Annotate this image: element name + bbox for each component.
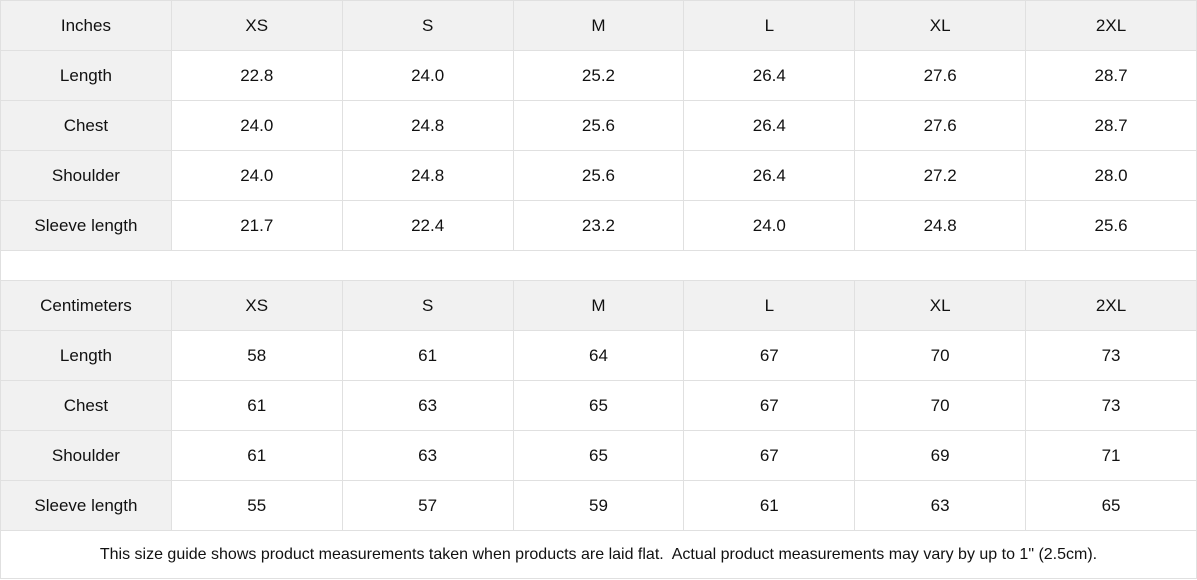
measurement-cell: 61 [341, 330, 514, 381]
measurement-cell: 73 [1025, 380, 1197, 431]
measurement-cell: 26.4 [683, 50, 856, 101]
measurement-cell: 26.4 [683, 150, 856, 201]
measurement-cell: 25.2 [512, 50, 685, 101]
measurement-cell: 24.0 [683, 200, 856, 251]
row-label: Chest [0, 100, 172, 151]
measurement-cell: 59 [512, 480, 685, 531]
measurement-cell: 27.6 [854, 50, 1027, 101]
inches-header-row: Inches XS S M L XL 2XL [0, 0, 1197, 51]
measurement-cell: 65 [512, 430, 685, 481]
measurement-cell: 27.2 [854, 150, 1027, 201]
measurement-cell: 24.0 [170, 100, 343, 151]
size-header-l: L [683, 280, 856, 331]
measurement-cell: 67 [683, 430, 856, 481]
measurement-cell: 22.8 [170, 50, 343, 101]
size-header-s: S [341, 0, 514, 51]
measurement-cell: 65 [512, 380, 685, 431]
row-label: Sleeve length [0, 480, 172, 531]
footer-note: This size guide shows product measuremen… [0, 530, 1197, 579]
measurement-cell: 24.8 [341, 100, 514, 151]
measurement-cell: 57 [341, 480, 514, 531]
measurement-cell: 63 [854, 480, 1027, 531]
row-label: Sleeve length [0, 200, 172, 251]
size-header-l: L [683, 0, 856, 51]
unit-header-centimeters: Centimeters [0, 280, 172, 331]
measurement-cell: 63 [341, 430, 514, 481]
size-header-2xl: 2XL [1025, 0, 1197, 51]
row-label: Length [0, 330, 172, 381]
measurement-cell: 67 [683, 330, 856, 381]
measurement-cell: 55 [170, 480, 343, 531]
footer-row: This size guide shows product measuremen… [0, 530, 1197, 579]
measurement-cell: 21.7 [170, 200, 343, 251]
size-header-m: M [512, 0, 685, 51]
table-row: Chest 24.0 24.8 25.6 26.4 27.6 28.7 [0, 100, 1197, 151]
table-row: Shoulder 61 63 65 67 69 71 [0, 430, 1197, 481]
measurement-cell: 25.6 [1025, 200, 1197, 251]
measurement-cell: 25.6 [512, 100, 685, 151]
size-header-xl: XL [854, 0, 1027, 51]
measurement-cell: 28.0 [1025, 150, 1197, 201]
spacer-cell [0, 250, 1197, 281]
table-row: Length 58 61 64 67 70 73 [0, 330, 1197, 381]
measurement-cell: 71 [1025, 430, 1197, 481]
measurement-cell: 65 [1025, 480, 1197, 531]
measurement-cell: 67 [683, 380, 856, 431]
measurement-cell: 26.4 [683, 100, 856, 151]
measurement-cell: 73 [1025, 330, 1197, 381]
measurement-cell: 69 [854, 430, 1027, 481]
size-header-2xl: 2XL [1025, 280, 1197, 331]
measurement-cell: 24.0 [341, 50, 514, 101]
unit-header-inches: Inches [0, 0, 172, 51]
measurement-cell: 28.7 [1025, 100, 1197, 151]
size-header-xs: XS [170, 0, 343, 51]
row-label: Length [0, 50, 172, 101]
measurement-cell: 24.8 [854, 200, 1027, 251]
row-label: Chest [0, 380, 172, 431]
row-label: Shoulder [0, 150, 172, 201]
measurement-cell: 70 [854, 380, 1027, 431]
size-header-xl: XL [854, 280, 1027, 331]
table-row: Shoulder 24.0 24.8 25.6 26.4 27.2 28.0 [0, 150, 1197, 201]
size-header-xs: XS [170, 280, 343, 331]
measurement-cell: 61 [170, 380, 343, 431]
measurement-cell: 22.4 [341, 200, 514, 251]
measurement-cell: 70 [854, 330, 1027, 381]
spacer-row [0, 250, 1197, 281]
size-header-s: S [341, 280, 514, 331]
measurement-cell: 27.6 [854, 100, 1027, 151]
centimeters-header-row: Centimeters XS S M L XL 2XL [0, 280, 1197, 331]
measurement-cell: 63 [341, 380, 514, 431]
measurement-cell: 64 [512, 330, 685, 381]
measurement-cell: 23.2 [512, 200, 685, 251]
measurement-cell: 25.6 [512, 150, 685, 201]
size-header-m: M [512, 280, 685, 331]
measurement-cell: 24.0 [170, 150, 343, 201]
table-row: Length 22.8 24.0 25.2 26.4 27.6 28.7 [0, 50, 1197, 101]
table-row: Chest 61 63 65 67 70 73 [0, 380, 1197, 431]
measurement-cell: 61 [683, 480, 856, 531]
row-label: Shoulder [0, 430, 172, 481]
measurement-cell: 28.7 [1025, 50, 1197, 101]
measurement-cell: 58 [170, 330, 343, 381]
table-row: Sleeve length 55 57 59 61 63 65 [0, 480, 1197, 531]
measurement-cell: 61 [170, 430, 343, 481]
measurement-cell: 24.8 [341, 150, 514, 201]
table-row: Sleeve length 21.7 22.4 23.2 24.0 24.8 2… [0, 200, 1197, 251]
